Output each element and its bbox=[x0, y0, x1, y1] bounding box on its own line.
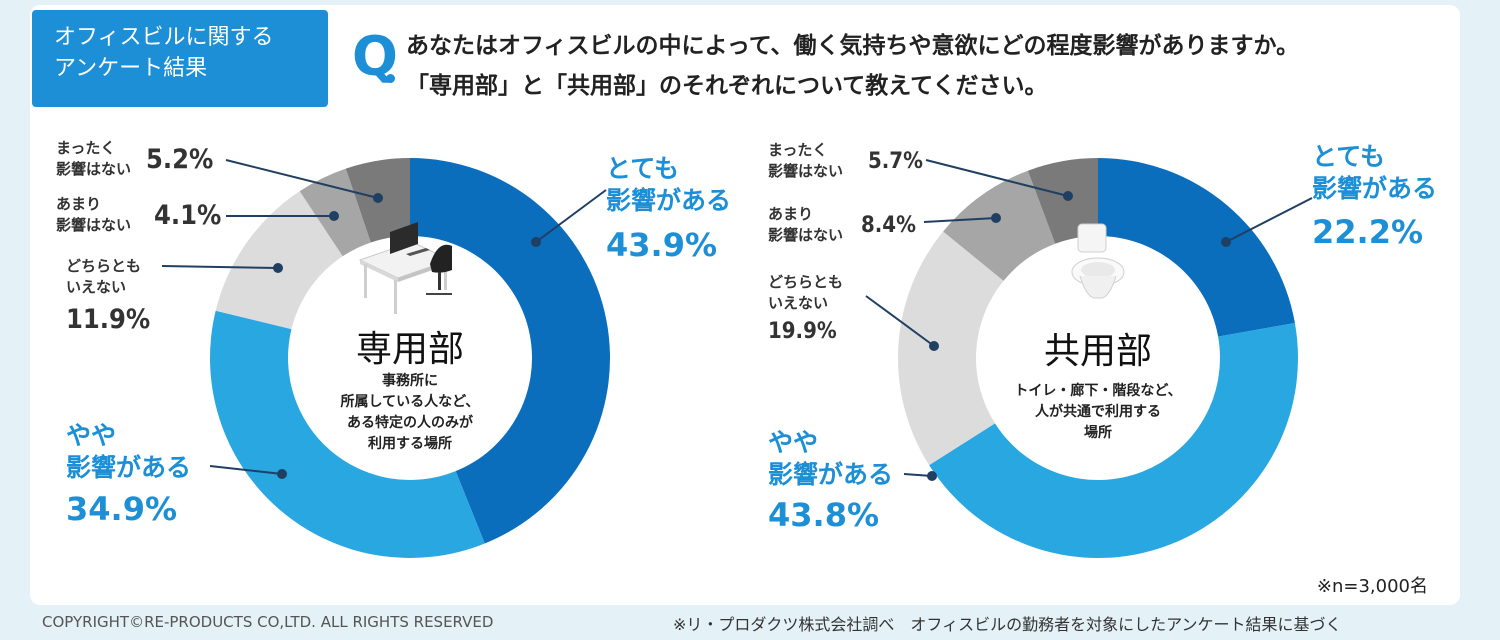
center-desc-private: 事務所に 所属している人など、 ある特定の人のみが 利用する場所 bbox=[340, 373, 480, 452]
office-desk-icon bbox=[358, 222, 452, 314]
slice-label-notmuch-shared: あまり 影響はない bbox=[768, 205, 844, 244]
slice-pct-very-private: 43.9% bbox=[606, 226, 718, 264]
donut-chart-private-area bbox=[210, 158, 610, 558]
slice-pct-very-shared: 22.2% bbox=[1312, 213, 1424, 251]
center-desc-shared: トイレ・廊下・階段など、 人が共通で利用する 場所 bbox=[1014, 383, 1182, 441]
leader-lines bbox=[161, 159, 1313, 481]
slice-pct-neutral-shared: 19.9% bbox=[768, 319, 837, 344]
leader-line bbox=[209, 465, 283, 475]
leader-line bbox=[535, 189, 607, 243]
tag-line-1: オフィスビルに関する bbox=[54, 25, 274, 50]
toilet-icon bbox=[1071, 223, 1125, 299]
donut-chart-shared-area bbox=[897, 158, 1298, 558]
leader-dot bbox=[329, 211, 339, 221]
leader-dot bbox=[991, 213, 1001, 223]
leader-line bbox=[865, 295, 935, 347]
tag-line-2: アンケート結果 bbox=[54, 56, 208, 81]
question-text: あなたはオフィスビルの中によって、働く気持ちや意欲にどの程度影響がありますか。 … bbox=[406, 26, 1466, 106]
leader-line bbox=[225, 159, 379, 199]
question-mark: Q bbox=[352, 26, 398, 96]
q-dot bbox=[386, 74, 395, 83]
donut-slice-very-1 bbox=[1098, 158, 1295, 337]
slice-pct-notatall-shared: 5.7% bbox=[868, 149, 923, 174]
slice-pct-notmuch-private: 4.1% bbox=[154, 200, 222, 231]
slice-pct-neutral-private: 11.9% bbox=[66, 304, 151, 335]
donut-slice-notatall-1 bbox=[1027, 158, 1098, 244]
slice-label-notmuch-private: あまり 影響はない bbox=[56, 195, 132, 234]
slice-label-neutral-shared: どちらとも いえない bbox=[768, 273, 844, 312]
leader-dot bbox=[277, 469, 287, 479]
question-line-2: 「専用部」と「共用部」のそれぞれについて教えてください。 bbox=[406, 73, 1048, 99]
leader-dot bbox=[927, 471, 937, 481]
question-line-1: あなたはオフィスビルの中によって、働く気持ちや意欲にどの程度影響がありますか。 bbox=[406, 33, 1300, 59]
donut-slice-neutral-1 bbox=[897, 231, 1004, 466]
donut-slice-neutral-0 bbox=[215, 191, 343, 330]
slice-pct-notatall-private: 5.2% bbox=[146, 144, 214, 175]
donut-slice-somewhat-0 bbox=[210, 310, 485, 558]
leader-line bbox=[923, 217, 997, 223]
donut-slice-notmuch-1 bbox=[943, 170, 1056, 281]
leader-dot bbox=[373, 193, 383, 203]
slice-label-neutral-private: どちらとも いえない bbox=[66, 257, 142, 296]
slice-label-somewhat-private: やや 影響がある bbox=[66, 421, 192, 482]
leader-dot bbox=[1221, 237, 1231, 247]
leader-dot bbox=[929, 341, 939, 351]
leader-line bbox=[1225, 197, 1313, 243]
survey-tag: オフィスビルに関する アンケート結果 bbox=[32, 10, 328, 107]
center-title-shared: 共用部 bbox=[1043, 331, 1152, 372]
sample-size-note: ※n=3,000名 bbox=[1316, 576, 1428, 597]
slice-label-very-private: とても 影響がある bbox=[606, 154, 732, 215]
donut-slice-very-0 bbox=[410, 158, 610, 544]
slice-pct-notmuch-shared: 8.4% bbox=[861, 213, 916, 238]
slice-label-somewhat-shared: やや 影響がある bbox=[768, 428, 894, 489]
leader-dot bbox=[1063, 191, 1073, 201]
slice-label-notatall-private: まったく 影響はない bbox=[56, 139, 132, 178]
leader-dot bbox=[273, 263, 283, 273]
donut-slice-somewhat-1 bbox=[929, 322, 1298, 558]
slice-pct-somewhat-private: 34.9% bbox=[66, 490, 178, 528]
source-note: ※リ・プロダクツ株式会社調べ オフィスビルの勤務者を対象にしたアンケート結果に基… bbox=[673, 615, 1342, 634]
leader-dot bbox=[531, 237, 541, 247]
leader-line bbox=[161, 265, 279, 269]
slice-pct-somewhat-shared: 43.8% bbox=[768, 496, 880, 534]
leader-line bbox=[925, 159, 1069, 197]
copyright-text: COPYRIGHT©RE-PRODUCTS CO,LTD. ALL RIGHTS… bbox=[42, 613, 494, 631]
slice-label-notatall-shared: まったく 影響はない bbox=[768, 141, 844, 180]
center-title-private: 専用部 bbox=[355, 329, 464, 370]
slice-label-very-shared: とても 影響がある bbox=[1312, 142, 1438, 203]
